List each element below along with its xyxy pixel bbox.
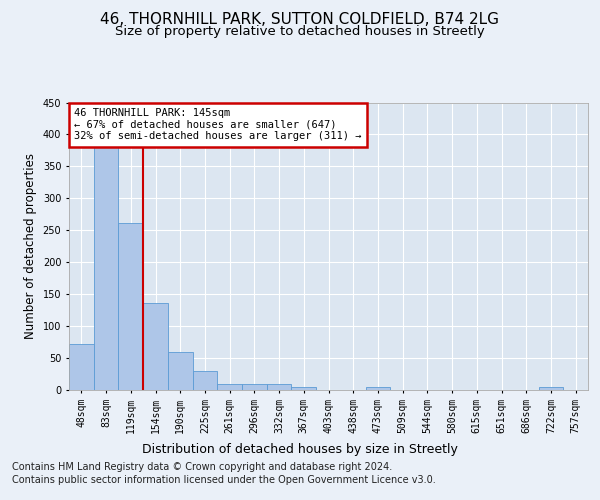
Bar: [365, 388, 390, 390]
Text: 46, THORNHILL PARK, SUTTON COLDFIELD, B74 2LG: 46, THORNHILL PARK, SUTTON COLDFIELD, B7…: [101, 12, 499, 28]
Text: Distribution of detached houses by size in Streetly: Distribution of detached houses by size …: [142, 442, 458, 456]
Text: Size of property relative to detached houses in Streetly: Size of property relative to detached ho…: [115, 25, 485, 38]
Bar: [143, 303, 168, 390]
Bar: [118, 222, 143, 390]
Bar: [539, 388, 563, 390]
Text: Contains HM Land Registry data © Crown copyright and database right 2024.: Contains HM Land Registry data © Crown c…: [12, 462, 392, 472]
Bar: [94, 147, 118, 390]
Bar: [168, 352, 193, 390]
Bar: [267, 384, 292, 390]
Text: 46 THORNHILL PARK: 145sqm
← 67% of detached houses are smaller (647)
32% of semi: 46 THORNHILL PARK: 145sqm ← 67% of detac…: [74, 108, 362, 142]
Bar: [193, 371, 217, 390]
Bar: [242, 384, 267, 390]
Bar: [217, 384, 242, 390]
Text: Contains public sector information licensed under the Open Government Licence v3: Contains public sector information licen…: [12, 475, 436, 485]
Bar: [69, 344, 94, 390]
Bar: [292, 387, 316, 390]
Y-axis label: Number of detached properties: Number of detached properties: [24, 153, 37, 340]
